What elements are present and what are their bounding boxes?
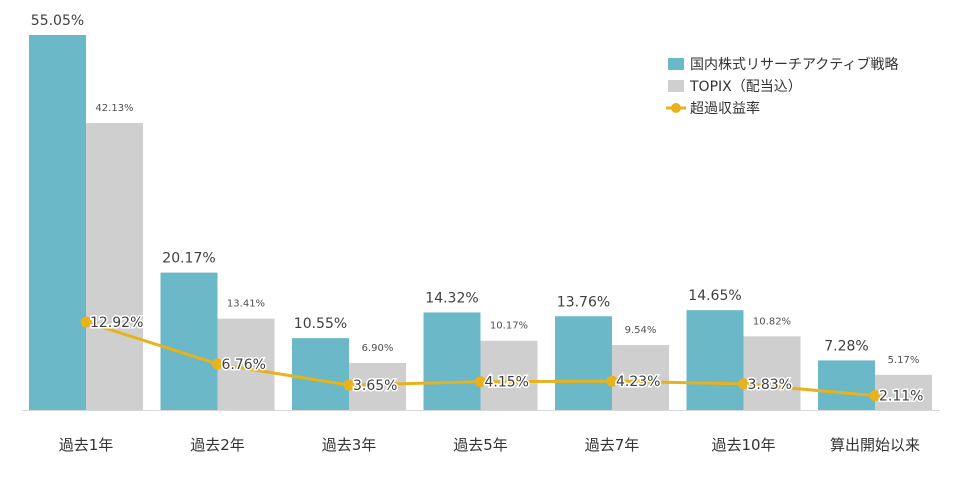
bar-topix bbox=[349, 362, 406, 410]
data-label-excess: 3.83% bbox=[748, 377, 792, 393]
bar-fund bbox=[29, 35, 86, 410]
data-label-excess: 6.76% bbox=[222, 357, 266, 373]
data-label-fund: 13.76% bbox=[557, 294, 610, 310]
legend-swatch-topix bbox=[668, 80, 684, 92]
bar-topix bbox=[480, 340, 538, 410]
x-tick-label: 過去1年 bbox=[59, 436, 114, 454]
data-label-fund: 14.32% bbox=[425, 290, 478, 306]
x-tick-label: 過去7年 bbox=[585, 436, 640, 454]
legend-label-topix: TOPIX（配当込） bbox=[689, 79, 802, 95]
data-label-excess: 2.11% bbox=[879, 389, 923, 405]
data-label-topix: 42.13% bbox=[95, 103, 133, 114]
x-tick-label: 過去2年 bbox=[190, 436, 245, 454]
excess-point bbox=[343, 379, 355, 391]
bar-fund bbox=[292, 338, 349, 410]
x-tick-label: 過去3年 bbox=[322, 436, 377, 454]
bar-fund bbox=[818, 360, 875, 410]
x-tick-label: 過去10年 bbox=[711, 436, 775, 454]
bar-topix bbox=[612, 345, 669, 410]
x-tick-label: 算出開始以来 bbox=[830, 436, 920, 454]
data-label-topix: 13.41% bbox=[227, 299, 265, 310]
bar-topix bbox=[86, 123, 143, 411]
bar-topix bbox=[743, 336, 801, 410]
excess-line-layer bbox=[80, 316, 881, 402]
bar-fund bbox=[423, 312, 481, 410]
data-label-topix: 5.17% bbox=[888, 355, 920, 366]
legend-label-fund: 国内株式リサーチアクティブ戦略 bbox=[690, 56, 898, 73]
data-label-excess: 12.92% bbox=[90, 315, 143, 331]
x-tick-label: 過去5年 bbox=[453, 436, 508, 454]
legend: 国内株式リサーチアクティブ戦略 TOPIX（配当込） 超過収益率 bbox=[666, 56, 898, 117]
bar-fund bbox=[555, 316, 612, 410]
data-label-excess: 4.23% bbox=[616, 374, 660, 390]
excess-point bbox=[869, 390, 881, 402]
legend-marker-excess bbox=[671, 103, 681, 113]
bar-fund bbox=[686, 310, 744, 410]
excess-point bbox=[80, 316, 92, 328]
excess-point bbox=[606, 375, 618, 387]
data-label-fund: 7.28% bbox=[824, 338, 868, 354]
bar-fund bbox=[160, 272, 218, 410]
data-label-topix: 10.82% bbox=[753, 316, 791, 327]
labels-layer: 55.05% 42.13% 過去1年 20.17% 13.41% 過去2年 10.55% 6.… bbox=[31, 13, 925, 454]
data-label-fund: 55.05% bbox=[31, 13, 84, 29]
data-label-fund: 10.55% bbox=[294, 316, 347, 332]
data-label-topix: 9.54% bbox=[625, 325, 657, 336]
data-label-excess: 3.65% bbox=[353, 378, 397, 394]
legend-swatch-fund bbox=[668, 58, 684, 70]
data-label-fund: 20.17% bbox=[162, 251, 215, 267]
bars-layer bbox=[29, 35, 932, 411]
excess-point bbox=[475, 376, 486, 388]
excess-point bbox=[212, 358, 223, 370]
bar-topix bbox=[875, 374, 932, 410]
data-label-topix: 6.90% bbox=[362, 343, 394, 354]
legend-label-excess: 超過収益率 bbox=[690, 100, 760, 117]
data-label-topix: 10.17% bbox=[490, 321, 528, 332]
data-label-excess: 4.15% bbox=[485, 375, 529, 391]
data-label-fund: 14.65% bbox=[688, 288, 741, 304]
excess-point bbox=[738, 378, 749, 390]
